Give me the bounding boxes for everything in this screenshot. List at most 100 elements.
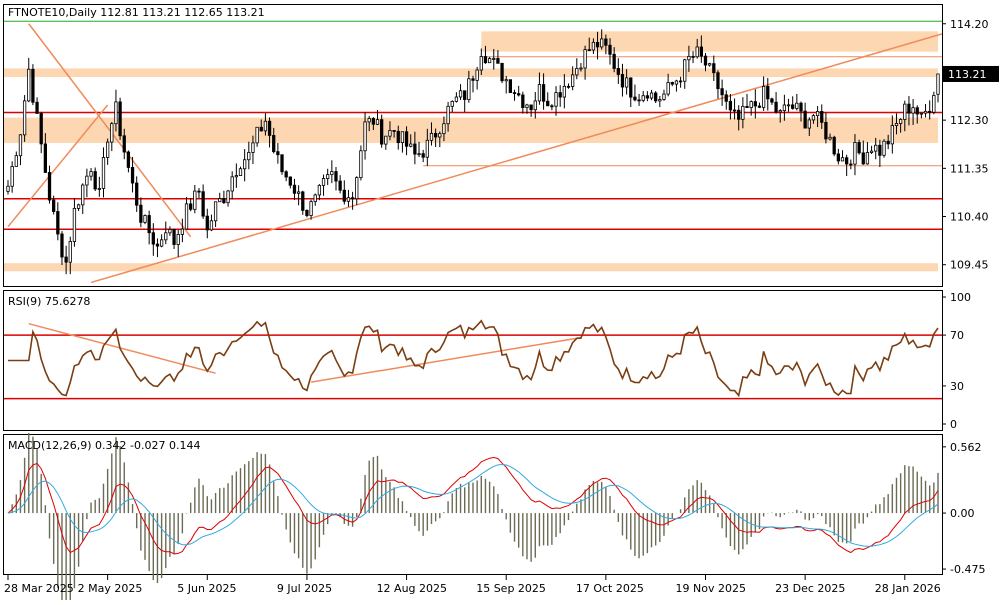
candle-body	[450, 101, 454, 107]
candle-body	[276, 151, 280, 156]
candle-body	[64, 256, 68, 263]
candle-body	[31, 68, 35, 103]
candle-body	[189, 203, 193, 210]
x-tick-label: 12 Aug 2025	[377, 582, 447, 595]
candle-body	[849, 163, 853, 166]
candle-body	[101, 157, 106, 189]
candle-body	[811, 115, 816, 121]
candle-body	[251, 142, 255, 153]
candle-body	[43, 143, 48, 173]
price-tag: 113.21	[943, 65, 999, 82]
candle-body	[562, 85, 566, 98]
candle-body	[47, 172, 52, 201]
candle-body	[72, 207, 77, 242]
candle-body	[18, 134, 23, 157]
main-panel-frame	[3, 4, 943, 287]
candle-body	[508, 79, 513, 93]
candle-body	[313, 194, 317, 203]
candle-body	[791, 104, 795, 109]
zones-layer	[4, 31, 938, 272]
candle-body	[932, 95, 936, 113]
candle-body	[695, 46, 699, 58]
candle-body	[467, 78, 471, 100]
candle-body	[886, 140, 890, 145]
x-tick-label: 28 Mar 2025	[4, 582, 74, 595]
candle-body	[504, 79, 508, 82]
candle-body	[380, 119, 384, 145]
support-zone	[4, 263, 938, 272]
candle-body	[724, 94, 728, 102]
candle-body	[911, 107, 915, 114]
rsi-tick-label: 100	[950, 291, 971, 304]
y-tick-label: 110.40	[950, 211, 989, 224]
candle-body	[890, 125, 894, 145]
candle-body	[861, 152, 865, 165]
candle-body	[654, 92, 658, 102]
candle-body	[554, 92, 558, 107]
candle-body	[533, 100, 537, 111]
candle-body	[122, 135, 126, 153]
candle-body	[267, 120, 272, 136]
candle-body	[616, 68, 620, 75]
candle-body	[687, 55, 691, 61]
candle-body	[193, 190, 197, 210]
candle-body	[857, 142, 861, 154]
candle-body	[85, 175, 89, 186]
candle-body	[39, 113, 43, 145]
candle-body	[172, 229, 176, 245]
candle-body	[330, 171, 334, 176]
candle-body	[413, 143, 417, 155]
candle-body	[633, 96, 637, 101]
candle-body	[512, 92, 517, 95]
macd-label: MACD(12,26,9) 0.342 -0.027 0.144	[8, 439, 200, 452]
candle-body	[898, 119, 903, 124]
candle-body	[81, 184, 85, 206]
candle-body	[479, 56, 483, 71]
candle-body	[429, 132, 434, 141]
candle-body	[247, 152, 251, 161]
x-tick-label: 17 Oct 2025	[576, 582, 644, 595]
candle-body	[97, 188, 101, 190]
candle-body	[529, 104, 533, 111]
candle-body	[708, 63, 712, 66]
candle-body	[703, 55, 708, 66]
candle-body	[786, 104, 791, 107]
y-tick-label: 114.20	[950, 18, 989, 31]
candle-body	[483, 56, 488, 64]
rsi-trendline	[310, 336, 582, 383]
candle-body	[143, 215, 147, 223]
candle-body	[919, 112, 924, 115]
candle-body	[118, 101, 122, 137]
candle-body	[60, 233, 64, 258]
candle-body	[641, 95, 645, 101]
price-tag-text: 113.21	[948, 68, 987, 81]
candle-body	[500, 62, 504, 82]
support-zone	[481, 31, 938, 52]
candle-body	[409, 143, 413, 147]
candle-body	[666, 82, 670, 95]
rsi-tick-label: 0	[950, 418, 957, 431]
candle-body	[579, 67, 583, 70]
candle-body	[815, 111, 820, 117]
candle-body	[218, 198, 222, 203]
candle-body	[903, 103, 907, 120]
candle-body	[22, 100, 27, 136]
candle-body	[757, 105, 762, 108]
candle-body	[546, 100, 550, 107]
candle-body	[496, 58, 500, 64]
candle-body	[76, 204, 81, 209]
candle-body	[869, 150, 874, 153]
candle-body	[56, 211, 60, 235]
candle-body	[803, 110, 807, 129]
candle-body	[417, 153, 421, 156]
candle-body	[272, 135, 276, 153]
candle-body	[388, 130, 392, 137]
candle-body	[396, 130, 400, 144]
candle-body	[716, 72, 720, 90]
candle-body	[795, 102, 799, 109]
candle-body	[296, 191, 301, 194]
y-tick-label: 111.35	[950, 162, 989, 175]
candle-body	[662, 93, 666, 100]
candle-body	[487, 58, 492, 64]
